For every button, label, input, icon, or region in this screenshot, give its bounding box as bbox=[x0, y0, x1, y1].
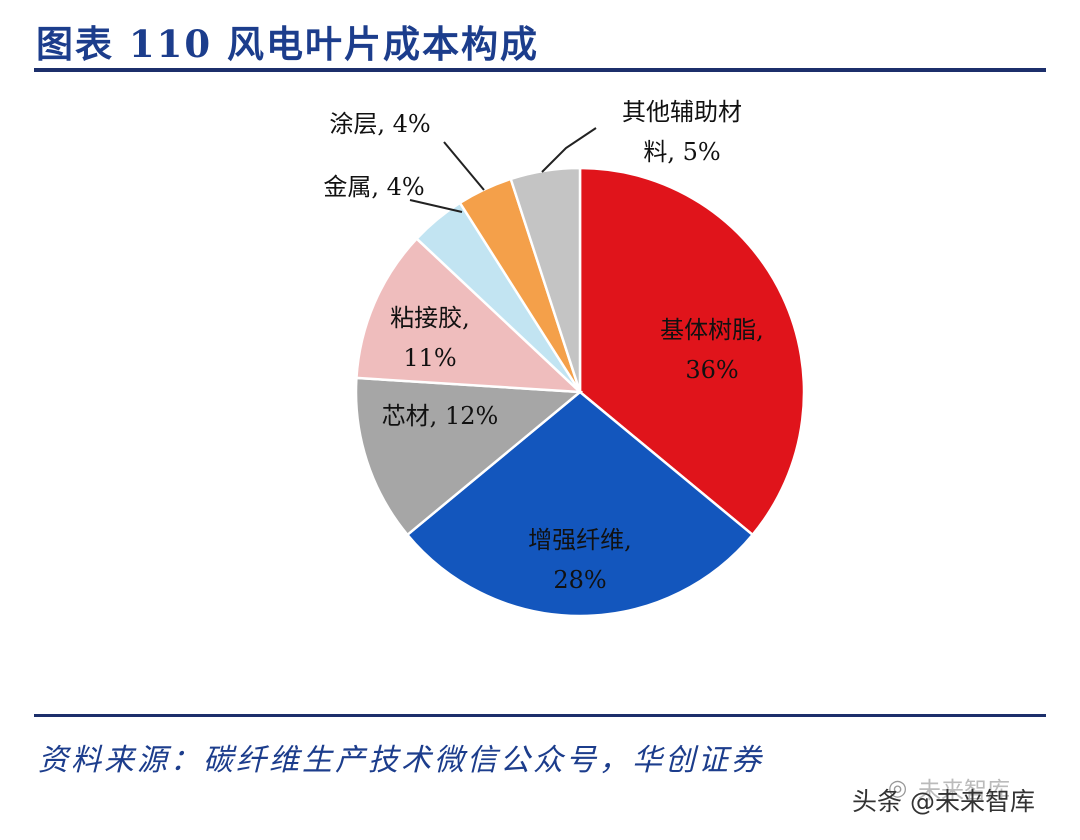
slice-value-label-1: 36% bbox=[685, 356, 738, 384]
leader-line-6 bbox=[443, 141, 485, 191]
leader-line-5 bbox=[409, 199, 463, 213]
pie-slice-4 bbox=[355, 236, 584, 394]
toutiao-logo-icon: ◎ bbox=[888, 776, 908, 801]
slice-label-6: 涂层, 4% bbox=[329, 110, 430, 138]
slice-value-label-4: 11% bbox=[403, 344, 456, 372]
slice-label-3: 芯材, 12% bbox=[382, 402, 499, 430]
pie-slice-3 bbox=[354, 376, 584, 537]
leader-line-7 bbox=[541, 127, 597, 173]
watermark-ghost-text: 未来智库 bbox=[918, 778, 1010, 804]
pie-slice-7 bbox=[509, 166, 582, 393]
footer-divider bbox=[34, 714, 1046, 717]
pie-slice-2 bbox=[405, 390, 755, 618]
watermark-text: 头条 @未来智库 bbox=[852, 787, 1035, 816]
slice-label-1: 基体树脂, bbox=[660, 316, 764, 344]
slice-value-label-2: 28% bbox=[553, 566, 606, 594]
chart-title: 图表 110 风电叶片成本构成 bbox=[36, 22, 539, 66]
slice-label-7: 其他辅助材 bbox=[622, 98, 742, 126]
header-divider bbox=[34, 68, 1046, 72]
slice-label-2: 增强纤维, bbox=[528, 526, 632, 554]
source-note: 资料来源：碳纤维生产技术微信公众号，华创证券 bbox=[38, 743, 764, 778]
pie-slice-1 bbox=[578, 166, 806, 537]
slice-value-label-7: 料, 5% bbox=[643, 138, 720, 166]
slice-label-5: 金属, 4% bbox=[323, 173, 424, 201]
slice-label-4: 粘接胶, bbox=[390, 304, 470, 332]
